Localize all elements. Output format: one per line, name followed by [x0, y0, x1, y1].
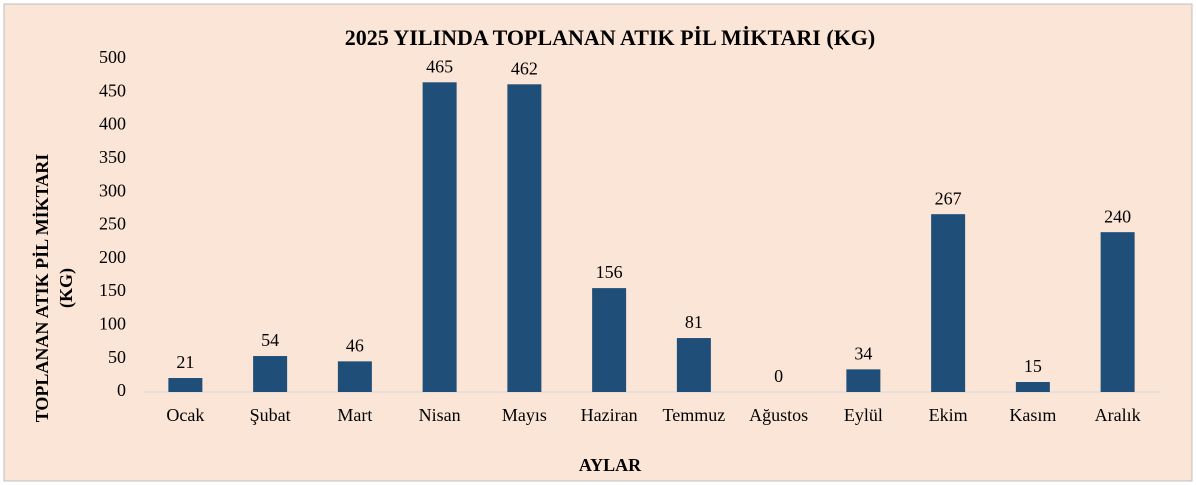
y-tick-label: 250	[99, 214, 126, 234]
y-tick-label: 350	[99, 147, 126, 167]
bar	[592, 288, 627, 392]
x-tick-label: Ocak	[166, 405, 204, 425]
data-label: 267	[935, 188, 962, 208]
y-tick-label: 200	[99, 247, 126, 267]
y-tick-label: 500	[99, 47, 126, 67]
bar	[507, 84, 542, 393]
bar	[931, 214, 966, 392]
x-tick-label: Ekim	[929, 405, 968, 425]
data-label: 46	[346, 335, 364, 355]
data-label: 81	[685, 312, 703, 332]
data-label: 462	[511, 58, 538, 78]
y-tick-label: 450	[99, 80, 126, 100]
bar	[168, 378, 203, 392]
bar	[1100, 232, 1135, 392]
y-axis-title: TOPLANAN ATIK PİL MİKTARI (KG)	[32, 154, 77, 423]
bar	[337, 361, 372, 392]
x-tick-label: Nisan	[419, 405, 461, 425]
data-label: 15	[1024, 356, 1042, 376]
data-label: 240	[1104, 206, 1131, 226]
y-tick-label: 0	[117, 380, 126, 400]
bar	[1015, 382, 1050, 392]
data-label: 156	[596, 262, 623, 282]
x-tick-label: Ağustos	[749, 405, 808, 425]
x-tick-label: Kasım	[1009, 405, 1056, 425]
y-tick-label: 100	[99, 314, 126, 334]
chart-background	[3, 3, 1193, 482]
bar	[253, 356, 288, 392]
x-tick-label: Eylül	[844, 405, 883, 425]
x-tick-label: Şubat	[250, 405, 291, 425]
bar	[676, 338, 711, 392]
data-label: 21	[176, 352, 194, 372]
data-label: 54	[261, 330, 279, 350]
x-tick-label: Temmuz	[663, 405, 726, 425]
chart-title: 2025 YILINDA TOPLANAN ATIK PİL MİKTARI (…	[345, 25, 876, 50]
x-tick-label: Mayıs	[502, 405, 547, 425]
y-axis-title-line: (KG)	[56, 268, 77, 308]
x-tick-label: Aralık	[1095, 405, 1141, 425]
bar	[846, 369, 881, 392]
y-axis-title-line: TOPLANAN ATIK PİL MİKTARI	[32, 154, 52, 423]
bar	[422, 82, 457, 392]
x-axis-title: AYLAR	[579, 455, 642, 475]
y-tick-label: 300	[99, 180, 126, 200]
data-label: 34	[854, 343, 872, 363]
y-tick-label: 400	[99, 114, 126, 134]
data-label: 0	[774, 366, 783, 386]
x-tick-label: Mart	[337, 405, 372, 425]
y-tick-label: 50	[108, 347, 126, 367]
x-tick-label: Haziran	[581, 405, 638, 425]
data-label: 465	[426, 56, 453, 76]
y-tick-label: 150	[99, 280, 126, 300]
